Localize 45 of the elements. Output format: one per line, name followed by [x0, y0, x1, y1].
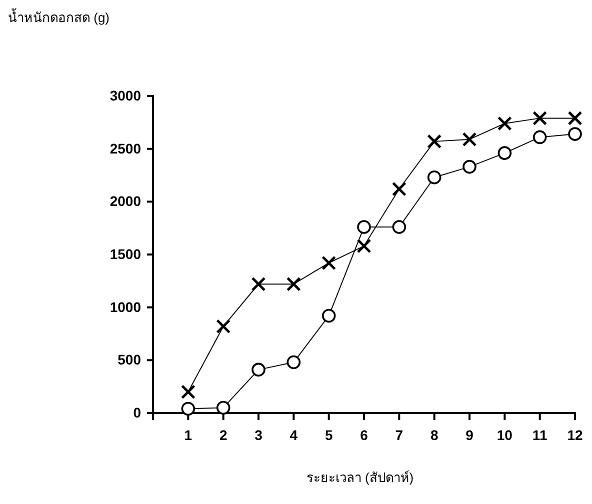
point	[216, 400, 230, 415]
point	[462, 132, 477, 147]
point	[357, 220, 371, 234]
y-tick-label: 2500	[110, 140, 142, 156]
point	[497, 116, 512, 131]
point	[568, 127, 582, 141]
x-tick-label: 3	[254, 426, 263, 443]
point	[356, 238, 372, 254]
point	[322, 256, 336, 270]
x-tick-label: 4	[290, 426, 298, 443]
x-tick-label: 10	[496, 426, 513, 443]
point	[286, 276, 301, 292]
point	[427, 134, 442, 149]
point	[462, 160, 476, 174]
y-tick-label: 3000	[110, 87, 142, 104]
x-tick-label: 1	[184, 426, 192, 443]
chart-title: น้ำหนักดอกสด (g)	[8, 8, 110, 25]
point	[532, 110, 548, 126]
x-tick-label: 7	[395, 426, 404, 443]
point	[392, 182, 406, 196]
point	[286, 355, 301, 370]
y-tick-label: 2000	[110, 193, 142, 210]
y-tick-label: 0	[133, 404, 142, 420]
x-tick-label: 12	[567, 426, 583, 443]
y-tick-label: 1500	[110, 246, 142, 262]
x-tick-label: 11	[532, 426, 548, 443]
x-tick-label: 9	[466, 426, 474, 443]
point	[532, 130, 547, 144]
point	[180, 384, 196, 400]
point	[322, 308, 336, 323]
point	[181, 402, 196, 416]
x-tick-label: 2	[219, 426, 228, 443]
point	[216, 319, 231, 334]
x-tick-label: 5	[324, 426, 333, 443]
y-tick-label: 1000	[110, 298, 142, 315]
y-tick-label: 500	[118, 352, 142, 368]
point	[392, 220, 406, 234]
x-tick-label: 8	[430, 426, 438, 443]
x-axis-title: ระยะเวลา (สัปดาห์)	[306, 470, 414, 485]
point	[252, 362, 266, 377]
point	[498, 146, 512, 160]
x-tick-label: 6	[360, 426, 368, 443]
point	[251, 276, 266, 292]
point	[568, 110, 582, 126]
point	[427, 170, 442, 184]
